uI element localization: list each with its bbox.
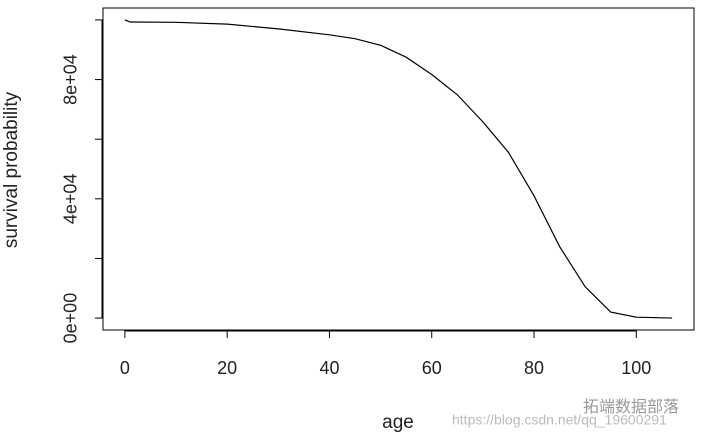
x-tick-label: 20 [217,358,237,378]
plot-frame [102,7,695,331]
watermark-url: https://blog.csdn.net/qq_19600291 [452,412,667,428]
y-axis-label: survival probability [1,91,22,248]
watermark-brand: 拓端数据部落 [583,398,679,416]
x-tick-label: 40 [319,358,339,378]
y-tick-label: 8e+04 [61,54,81,105]
x-tick-label: 60 [422,358,442,378]
x-axis-label: age [382,412,414,433]
survival-line [124,19,673,319]
y-tick-label: 0e+00 [61,293,81,344]
y-tick-label: 4e+04 [61,174,81,225]
x-tick-label: 100 [621,358,651,378]
x-tick-label: 80 [524,358,544,378]
x-tick-label: 0 [120,358,130,378]
